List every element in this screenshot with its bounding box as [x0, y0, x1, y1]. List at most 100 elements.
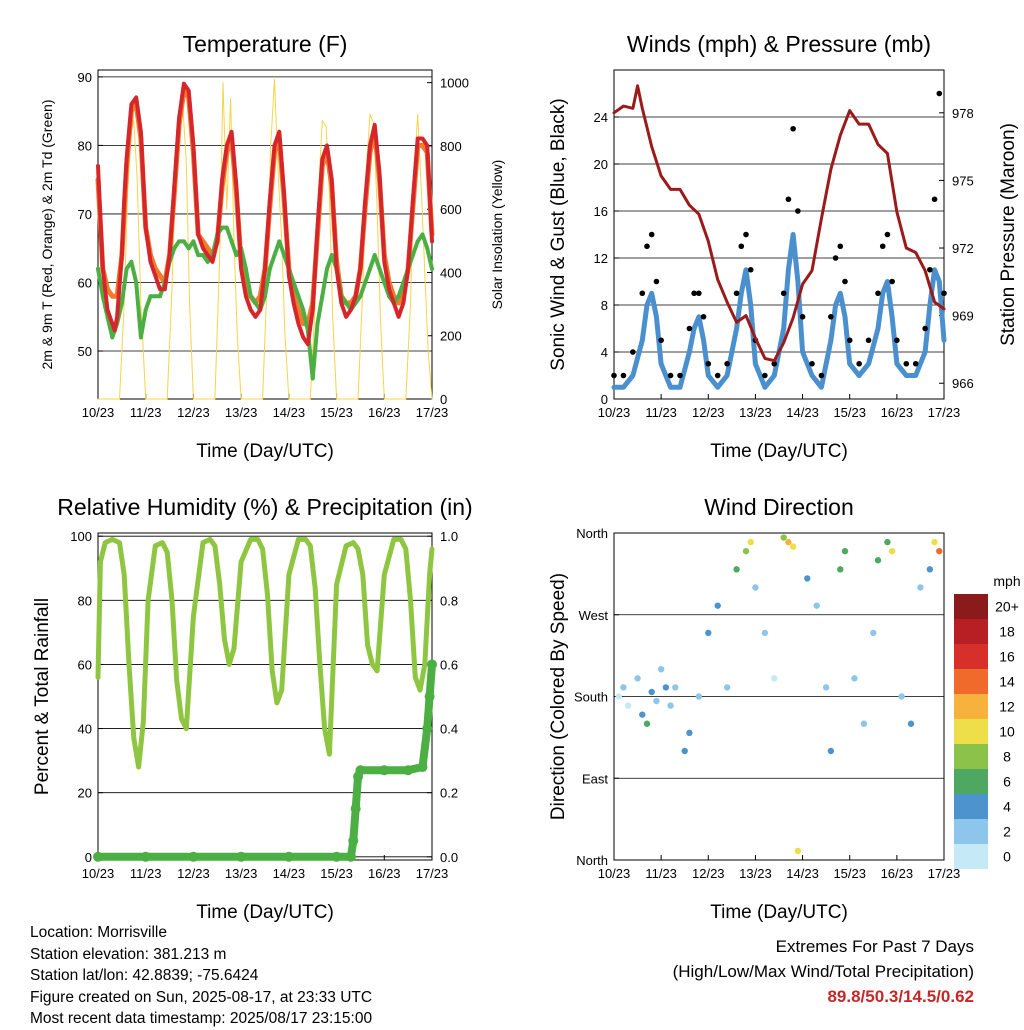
- temperature-point: [243, 266, 248, 271]
- winds-point: [795, 208, 801, 214]
- temperature-point: [301, 307, 306, 312]
- winds-ytick-label: 24: [594, 110, 608, 125]
- winds-point: [875, 290, 881, 297]
- temperature-point: [129, 259, 134, 264]
- direction-point: [752, 584, 759, 591]
- direction-point: [888, 547, 896, 555]
- direction-point: [841, 547, 849, 555]
- direction-point: [771, 675, 778, 682]
- winds-point: [611, 372, 617, 379]
- winds-title: Winds (mph) & Pressure (mb): [627, 31, 931, 57]
- humidity-series-line: [94, 660, 436, 861]
- temperature-point: [410, 253, 415, 258]
- humidity-point: [93, 851, 103, 862]
- temperature-point: [282, 253, 287, 258]
- winds-point: [691, 290, 697, 297]
- temperature-ytick-label: 60: [78, 275, 92, 290]
- humidity-point: [283, 851, 294, 862]
- direction-point: [653, 697, 660, 705]
- temperature-point: [158, 294, 163, 299]
- direction-ytick-label: West: [579, 608, 609, 623]
- winds-point: [620, 372, 627, 379]
- humidity-point: [403, 765, 414, 776]
- direction-point: [780, 534, 787, 541]
- direction-xtick-label: 16/23: [881, 866, 914, 881]
- winds-point: [658, 337, 664, 344]
- temperature-point: [200, 253, 205, 258]
- temperature-ytick-label: 50: [78, 344, 92, 359]
- temperature-y2tick-label: 600: [440, 202, 462, 217]
- direction-point: [672, 684, 679, 691]
- winds-point: [931, 196, 938, 203]
- winds-point: [667, 372, 674, 379]
- temperature-point: [415, 239, 420, 244]
- temperature-title: Temperature (F): [183, 31, 348, 57]
- latest-text: Most recent data timestamp: 2025/08/17 2…: [30, 1010, 373, 1027]
- direction-point: [898, 693, 905, 700]
- humidity-xtick-label: 13/23: [225, 866, 258, 881]
- temperature-point: [396, 294, 401, 299]
- winds-point: [771, 360, 778, 367]
- direction-point: [813, 602, 820, 609]
- direction-xtick-label: 17/23: [928, 866, 961, 881]
- humidity-ytick-label: 60: [78, 657, 92, 672]
- humidity-xtick-label: 10/23: [82, 866, 115, 881]
- station-info: Location: Morrisville Station elevation:…: [30, 922, 372, 1030]
- direction-point: [639, 711, 646, 718]
- winds-point: [686, 325, 693, 332]
- winds-point: [648, 231, 655, 238]
- direction-ytick-label: North: [576, 526, 608, 541]
- humidity-y2tick-label: 0.0: [440, 850, 458, 865]
- temperature-xtick-label: 16/23: [368, 405, 401, 420]
- direction-point: [851, 675, 858, 682]
- humidity-panel: 10/23 11/23 12/23 13/23 14/23 15/23 16/23 17/23…: [32, 494, 473, 923]
- temperature-point: [329, 253, 334, 258]
- direction-point: [936, 547, 943, 555]
- direction-point: [643, 720, 651, 727]
- temperature-point: [263, 294, 267, 299]
- colorbar-swatch: [954, 744, 988, 769]
- winds-ytick-label: 0: [601, 392, 608, 407]
- temperature-point: [220, 225, 225, 230]
- temperature-xtick-label: 17/23: [416, 405, 449, 420]
- temperature-point: [134, 280, 139, 285]
- winds-ytick-label: 20: [594, 157, 608, 172]
- winds-point: [927, 266, 933, 273]
- colorbar-swatch: [954, 769, 988, 794]
- winds-y2tick-label: 975: [952, 173, 974, 188]
- winds-point: [922, 325, 928, 332]
- winds-point: [696, 290, 702, 297]
- direction-ytick-label: South: [574, 690, 608, 705]
- winds-point: [837, 243, 844, 250]
- extremes-title: Extremes For Past 7 Days: [775, 937, 974, 956]
- temperature-xtick-label: 11/23: [130, 405, 162, 420]
- temperature-point: [296, 294, 301, 299]
- extremes-subtitle: (High/Low/Max Wind/Total Precipitation): [672, 962, 974, 981]
- direction-point: [686, 729, 693, 737]
- winds-point: [644, 243, 650, 250]
- direction-point: [723, 684, 731, 691]
- winds-ylabel-right: Station Pressure (Maroon): [998, 123, 1019, 346]
- humidity-y2tick-label: 0.6: [440, 657, 458, 672]
- temperature-point: [382, 280, 387, 285]
- direction-point: [634, 675, 641, 682]
- direction-point: [884, 538, 891, 546]
- temperature-point: [119, 301, 124, 306]
- humidity-point: [379, 765, 390, 776]
- winds-y2tick-label: 978: [952, 106, 974, 121]
- direction-point: [926, 566, 934, 573]
- humidity-point: [350, 803, 361, 814]
- winds-point: [809, 360, 815, 367]
- colorbar-label: 16: [999, 649, 1015, 665]
- temperature-point: [363, 280, 368, 285]
- temperature-point: [110, 335, 115, 340]
- winds-point: [865, 337, 872, 344]
- temperature-point: [320, 294, 325, 299]
- humidity-y2tick-label: 0.4: [440, 722, 458, 737]
- humidity-point: [345, 851, 356, 862]
- winds-point: [790, 125, 796, 132]
- winds-point: [879, 243, 886, 250]
- direction-point: [657, 666, 665, 673]
- colorbar-label: 6: [1003, 774, 1011, 790]
- temperature-point: [358, 294, 363, 299]
